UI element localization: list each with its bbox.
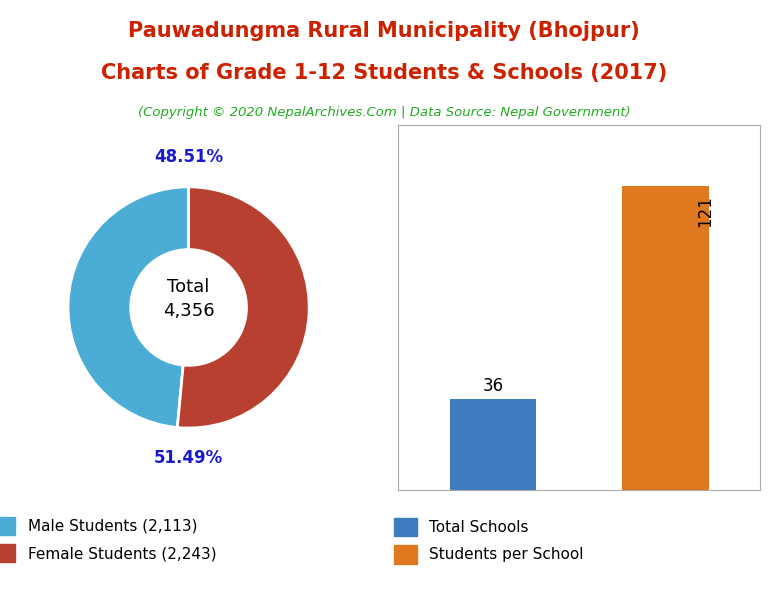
Text: 48.51%: 48.51%: [154, 147, 223, 166]
Text: Pauwadungma Rural Municipality (Bhojpur): Pauwadungma Rural Municipality (Bhojpur): [128, 21, 640, 41]
Legend: Male Students (2,113), Female Students (2,243): Male Students (2,113), Female Students (…: [0, 510, 223, 568]
Wedge shape: [177, 187, 310, 428]
Bar: [623, 186, 709, 490]
Legend: Total Schools, Students per School: Total Schools, Students per School: [388, 512, 590, 570]
Text: Total
4,356: Total 4,356: [163, 278, 214, 320]
Wedge shape: [68, 187, 189, 427]
Bar: [450, 399, 536, 490]
Text: 121: 121: [697, 195, 714, 227]
Text: (Copyright © 2020 NepalArchives.Com | Data Source: Nepal Government): (Copyright © 2020 NepalArchives.Com | Da…: [137, 106, 631, 119]
Text: 51.49%: 51.49%: [154, 449, 223, 467]
Text: Charts of Grade 1-12 Students & Schools (2017): Charts of Grade 1-12 Students & Schools …: [101, 63, 667, 83]
Text: 36: 36: [482, 377, 504, 395]
